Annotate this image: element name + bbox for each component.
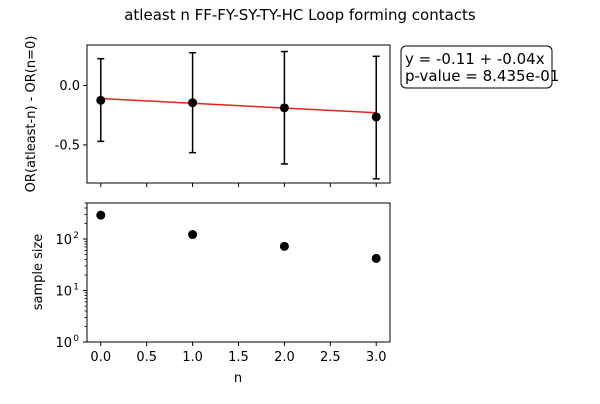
top-y-tick-label: -0.5 [55,138,80,153]
fit-line [100,97,377,114]
bottom-y-tick-base: 10 [55,233,72,248]
top-y-ticks: 0.0 -0.5 [55,79,87,153]
bottom-y-tick-base: 10 [55,284,72,299]
bottom-x-tick-label: 0.0 [90,350,111,365]
fit-line-group [100,97,377,114]
bottom-y-axis-label: sample size [31,234,46,311]
bottom-x-axis-label: n [234,371,242,386]
top-plot: 0.0 -0.5 OR(atleast-n) - OR(n=0) [24,36,391,193]
bottom-x-tick-label: 3.0 [366,350,387,365]
bottom-plot-frame [86,202,391,343]
bottom-x-ticks: 0.0 0.5 1.0 1.5 2.0 2.5 3.0 [90,342,387,365]
top-data-point [96,95,106,105]
top-data-point [188,98,198,108]
bottom-y-tick-base: 10 [55,336,72,351]
top-data-point [371,112,381,122]
top-y-tick-label: 0.0 [59,79,80,94]
bottom-data-point [371,253,381,263]
annotation-line-equation: y = -0.11 + -0.04x [405,50,545,68]
bottom-y-tick-exponent: 1 [73,282,79,292]
chart-title: atleast n FF-FY-SY-TY-HC Loop forming co… [124,6,476,24]
bottom-data-point [188,230,198,240]
top-plot-frame [86,44,391,184]
fit-annotation: y = -0.11 + -0.04x p-value = 8.435e-01 [400,45,559,89]
bottom-y-tick-exponent: 2 [73,231,79,241]
top-y-axis-label: OR(atleast-n) - OR(n=0) [24,36,39,193]
top-x-ticks [100,183,377,187]
bottom-x-tick-label: 2.5 [320,350,341,365]
bottom-points [96,210,381,263]
bottom-x-tick-label: 2.0 [274,350,295,365]
error-bars [97,50,380,180]
annotation-box [400,45,553,89]
bottom-x-tick-label: 1.0 [182,350,203,365]
bottom-y-tick-exponent: 0 [73,334,79,344]
annotation-line-pvalue: p-value = 8.435e-01 [405,67,559,85]
bottom-data-point [279,241,289,251]
bottom-data-point [96,210,106,220]
bottom-x-tick-label: 0.5 [136,350,157,365]
top-points [96,95,381,122]
top-data-point [279,103,289,113]
bottom-x-tick-label: 1.5 [228,350,249,365]
